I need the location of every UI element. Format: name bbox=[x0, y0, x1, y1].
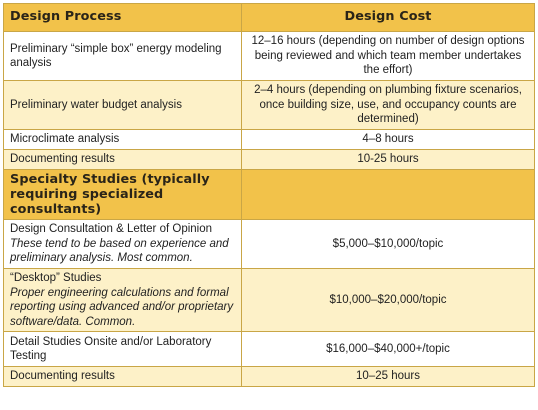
table-row: Microclimate analysis 4–8 hours bbox=[3, 129, 535, 150]
header-row: Design Process Design Cost bbox=[3, 3, 535, 32]
cost-cell: $10,000–$20,000/topic bbox=[241, 268, 535, 332]
table-row: Design Consultation & Letter of Opinion … bbox=[3, 219, 535, 269]
cost-cell: 4–8 hours bbox=[241, 129, 535, 150]
section-header-row: Specialty Studies (typically requiring s… bbox=[3, 169, 535, 220]
header-design-cost: Design Cost bbox=[241, 3, 535, 32]
task-cell: Preliminary water budget analysis bbox=[3, 80, 242, 130]
table-row: Preliminary water budget analysis 2–4 ho… bbox=[3, 80, 535, 130]
header-design-process: Design Process bbox=[3, 3, 242, 32]
table-row: Documenting results 10-25 hours bbox=[3, 149, 535, 170]
task-title: “Desktop” Studies bbox=[10, 272, 102, 284]
task-cell: “Desktop” Studies Proper engineering cal… bbox=[3, 268, 242, 332]
task-cell: Design Consultation & Letter of Opinion … bbox=[3, 219, 242, 269]
cost-cell: 10–25 hours bbox=[241, 366, 535, 387]
task-note: Proper engineering calculations and form… bbox=[10, 286, 234, 328]
task-title: Design Consultation & Letter of Opinion bbox=[10, 223, 213, 236]
cost-cell: $16,000–$40,000+/topic bbox=[241, 331, 535, 367]
task-cell: Preliminary “simple box” energy modeling… bbox=[3, 31, 242, 81]
task-cell: Documenting results bbox=[3, 366, 242, 387]
task-note: These tend to be based on experience and… bbox=[10, 237, 229, 265]
task-cell: Microclimate analysis bbox=[3, 129, 242, 150]
table-row: “Desktop” Studies Proper engineering cal… bbox=[3, 268, 535, 332]
section-header-blank bbox=[241, 169, 535, 220]
task-cell: Documenting results bbox=[3, 149, 242, 170]
cost-cell: $5,000–$10,000/topic bbox=[241, 219, 535, 269]
table-row: Documenting results 10–25 hours bbox=[3, 366, 535, 387]
design-cost-table: Design Process Design Cost Preliminary “… bbox=[3, 3, 535, 387]
cost-cell: 12–16 hours (depending on number of desi… bbox=[241, 31, 535, 81]
table-row: Detail Studies Onsite and/or Laboratory … bbox=[3, 331, 535, 367]
cost-cell: 10-25 hours bbox=[241, 149, 535, 170]
section-title-specialty: Specialty Studies (typically requiring s… bbox=[3, 169, 242, 220]
cost-cell: 2–4 hours (depending on plumbing fixture… bbox=[241, 80, 535, 130]
cost-table-container: Design Process Design Cost Preliminary “… bbox=[3, 3, 535, 387]
table-row: Preliminary “simple box” energy modeling… bbox=[3, 31, 535, 81]
task-cell: Detail Studies Onsite and/or Laboratory … bbox=[3, 331, 242, 367]
